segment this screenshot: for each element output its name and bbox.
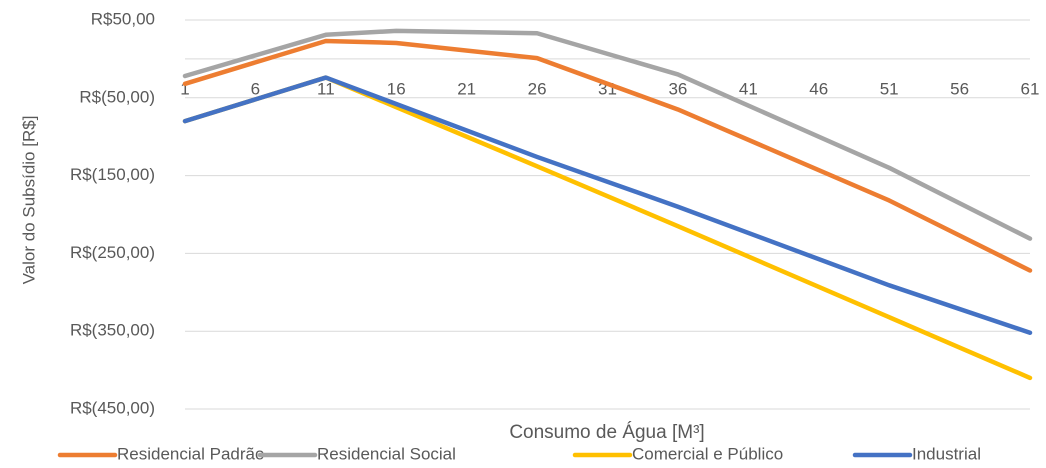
y-tick-label: R$50,00	[91, 9, 155, 28]
x-tick-label: 16	[387, 79, 406, 98]
x-axis-title: Consumo de Água [M³]	[509, 422, 704, 443]
series-line	[182, 75, 1033, 381]
x-tick-label: 1	[180, 79, 189, 98]
y-tick-label: R$(150,00)	[70, 165, 155, 184]
x-tick-label: 26	[528, 79, 547, 98]
y-tick-label: R$(450,00)	[70, 398, 155, 417]
y-tick-label: R$(250,00)	[70, 243, 155, 262]
x-tick-label: 46	[809, 79, 828, 98]
x-tick-label: 61	[1021, 79, 1040, 98]
legend-label: Industrial	[912, 444, 981, 463]
x-tick-label: 6	[251, 79, 260, 98]
x-tick-label: 11	[317, 79, 335, 98]
y-axis-title: Valor do Subsídio [R$]	[19, 116, 38, 285]
y-tick-label: R$(50,00)	[79, 87, 155, 106]
legend-label: Comercial e Público	[632, 444, 783, 463]
series-line	[182, 75, 1033, 336]
x-tick-label: 21	[457, 79, 476, 98]
series-line	[182, 38, 1033, 273]
x-tick-label: 56	[950, 79, 969, 98]
legend-label: Residencial Padrão	[117, 444, 264, 463]
series-line	[182, 28, 1033, 241]
y-tick-label: R$(350,00)	[70, 321, 155, 340]
legend-label: Residencial Social	[317, 444, 456, 463]
x-tick-label: 41	[739, 79, 758, 98]
x-tick-label: 51	[880, 79, 899, 98]
x-tick-label: 36	[668, 79, 687, 98]
